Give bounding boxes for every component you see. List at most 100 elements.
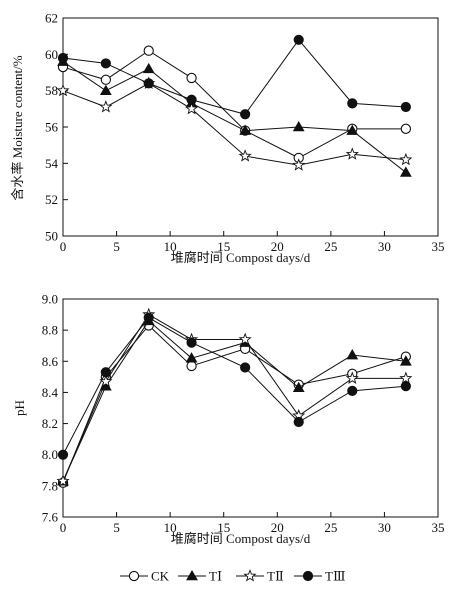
data-point (345, 147, 359, 160)
legend-marker (302, 570, 314, 582)
data-point (142, 62, 155, 74)
data-point (399, 152, 413, 166)
legend: CK TⅠ TⅡ TⅢ (120, 569, 345, 584)
y-tick-label: 7.6 (42, 510, 59, 525)
data-point (240, 362, 251, 373)
plot-frame (62, 298, 439, 518)
data-point (100, 367, 111, 378)
data-point (143, 312, 154, 323)
data-point (143, 78, 154, 89)
data-point (399, 355, 412, 366)
data-point (400, 381, 411, 392)
y-tick-label: 50 (45, 229, 58, 244)
data-point (56, 474, 70, 487)
x-axis-label: 堆腐时间 Compost days/d (171, 250, 311, 265)
legend-label: TⅢ (325, 569, 345, 584)
y-tick-label: 9.0 (42, 292, 58, 307)
series-line (62, 50, 406, 159)
ph-chart: 0 5 10 15 20 25 30 35 7.6 7.8 8.0 8.2 8.4 8.6 8.8 9.0 堆腐… (12, 292, 445, 547)
y-tick-label: 62 (45, 11, 58, 26)
series-line (62, 320, 406, 482)
y-tick-label: 7.8 (42, 478, 58, 493)
data-point (57, 449, 69, 460)
legend-marker (186, 569, 198, 581)
x-tick-label: 10 (164, 239, 177, 254)
x-tick-label: 35 (432, 239, 445, 254)
data-point (293, 34, 304, 45)
y-tick-label: 8.0 (42, 447, 58, 462)
x-tick-label: 0 (60, 239, 67, 254)
series-line (62, 82, 406, 166)
y-tick-label: 8.6 (42, 354, 59, 369)
y-tick-label: 56 (45, 120, 59, 135)
data-point (347, 98, 358, 109)
y-axis-label: 含水率 Moisture content/% (10, 55, 25, 200)
legend-marker (128, 570, 140, 582)
x-tick-label: 10 (164, 520, 177, 535)
legend-label: CK (151, 569, 170, 584)
data-point (346, 124, 359, 135)
data-point (240, 109, 251, 120)
x-tick-label: 5 (113, 520, 120, 535)
x-tick-label: 0 (60, 520, 67, 535)
data-point (99, 100, 113, 113)
series-3 (57, 34, 411, 120)
data-point (186, 72, 197, 84)
data-point (292, 158, 306, 171)
x-tick-label: 25 (324, 239, 337, 254)
series-line (62, 313, 406, 482)
data-point (400, 101, 411, 113)
data-point (399, 371, 413, 384)
series-line (62, 61, 407, 173)
data-point (292, 120, 305, 132)
legend-label: TⅡ (267, 569, 284, 584)
x-tick-label: 35 (432, 520, 445, 535)
data-point (185, 352, 198, 363)
y-tick-label: 8.8 (42, 323, 58, 338)
data-point (185, 101, 199, 115)
series-line (62, 324, 407, 483)
data-point (56, 83, 70, 97)
legend-label: TⅠ (209, 569, 222, 584)
series-3 (57, 312, 411, 460)
data-point (100, 74, 112, 85)
data-point (345, 371, 359, 384)
x-tick-label: 30 (378, 520, 391, 535)
x-tick-label: 20 (271, 239, 284, 254)
data-point (99, 84, 112, 95)
y-tick-label: 58 (45, 83, 58, 98)
x-tick-label: 5 (113, 239, 120, 254)
series-line (62, 317, 406, 455)
series-2 (56, 76, 413, 171)
x-tick-label: 15 (217, 520, 230, 535)
x-tick-label: 20 (271, 520, 284, 535)
plot-frame (62, 17, 439, 237)
y-tick-label: 8.2 (42, 416, 58, 431)
data-point (292, 381, 305, 393)
data-point (293, 416, 304, 428)
data-point (186, 94, 197, 105)
data-point (400, 123, 412, 134)
data-point (186, 337, 197, 348)
x-tick-label: 30 (378, 239, 391, 254)
series-2 (56, 307, 413, 487)
data-point (346, 349, 359, 360)
x-tick-label: 25 (324, 520, 337, 535)
data-point (186, 360, 197, 372)
moisture-chart: 0 5 10 15 20 25 30 35 50 52 54 56 58 60 62 堆腐时间 Compost… (10, 11, 445, 266)
series-1 (57, 314, 412, 486)
y-tick-label: 54 (45, 156, 59, 171)
y-tick-label: 52 (45, 192, 58, 207)
data-point (239, 124, 252, 135)
data-point (238, 332, 252, 346)
y-tick-label: 60 (45, 47, 58, 62)
data-point (100, 58, 111, 69)
data-point (143, 45, 154, 56)
series-line (62, 38, 406, 115)
data-point (57, 52, 69, 64)
data-point (347, 385, 358, 396)
x-axis-label: 堆腐时间 Compost days/d (171, 531, 311, 546)
series-1 (57, 55, 412, 177)
x-tick-label: 15 (217, 239, 230, 254)
